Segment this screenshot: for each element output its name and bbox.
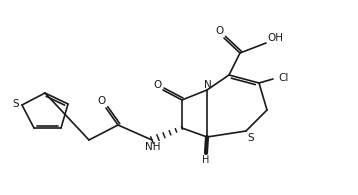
Text: O: O: [153, 80, 161, 90]
Text: Cl: Cl: [279, 73, 289, 83]
Text: N: N: [204, 80, 212, 90]
Text: NH: NH: [145, 142, 161, 152]
Text: S: S: [248, 133, 254, 143]
Text: S: S: [13, 99, 19, 109]
Text: OH: OH: [267, 33, 283, 43]
Text: O: O: [216, 26, 224, 36]
Text: O: O: [98, 96, 106, 106]
Text: H: H: [202, 155, 210, 165]
